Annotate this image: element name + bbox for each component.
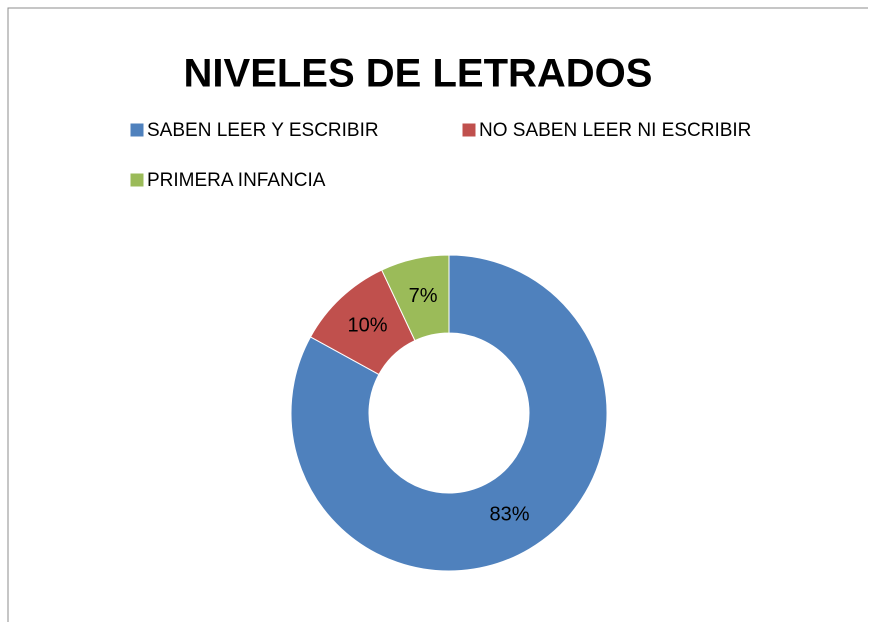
donut-segment: [381, 254, 450, 342]
data-label: 83%: [490, 504, 530, 526]
legend-label: PRIMERA INFANCIA: [147, 170, 326, 191]
donut-segment: [290, 254, 608, 572]
legend-label: SABEN LEER Y ESCRIBIR: [147, 120, 379, 141]
chart-border: [7, 7, 868, 622]
data-label: 7%: [409, 285, 438, 307]
chart-title: NIVELES DE LETRADOS: [184, 52, 653, 96]
legend-label: NO SABEN LEER NI ESCRIBIR: [479, 120, 751, 141]
data-label: 10%: [348, 315, 388, 337]
legend-swatch: [461, 122, 477, 138]
legend-swatch: [129, 172, 145, 188]
legend-swatch: [129, 122, 145, 138]
